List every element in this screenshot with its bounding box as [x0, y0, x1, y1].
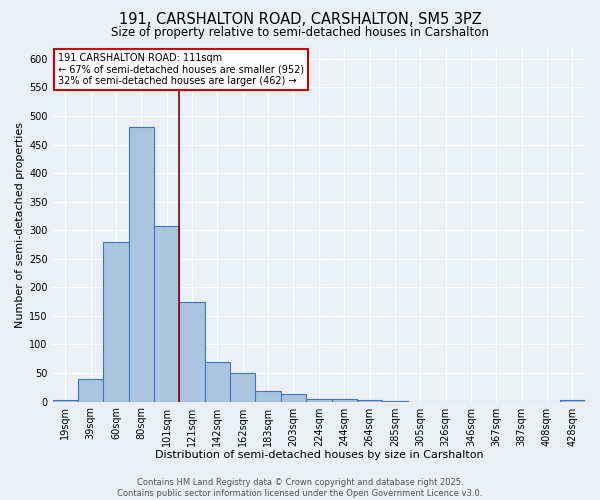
- Bar: [281, 394, 306, 402]
- Y-axis label: Number of semi-detached properties: Number of semi-detached properties: [15, 122, 25, 328]
- X-axis label: Distribution of semi-detached houses by size in Carshalton: Distribution of semi-detached houses by …: [155, 450, 483, 460]
- Bar: [129, 128, 154, 402]
- Bar: [205, 362, 230, 402]
- Bar: [382, 401, 407, 402]
- Bar: [306, 398, 332, 402]
- Bar: [230, 373, 256, 402]
- Bar: [357, 400, 382, 402]
- Bar: [103, 242, 129, 402]
- Bar: [332, 398, 357, 402]
- Text: 191 CARSHALTON ROAD: 111sqm
← 67% of semi-detached houses are smaller (952)
32% : 191 CARSHALTON ROAD: 111sqm ← 67% of sem…: [58, 53, 304, 86]
- Text: Contains HM Land Registry data © Crown copyright and database right 2025.
Contai: Contains HM Land Registry data © Crown c…: [118, 478, 482, 498]
- Bar: [53, 400, 78, 402]
- Text: Size of property relative to semi-detached houses in Carshalton: Size of property relative to semi-detach…: [111, 26, 489, 39]
- Bar: [78, 379, 103, 402]
- Bar: [256, 392, 281, 402]
- Bar: [560, 400, 585, 402]
- Bar: [154, 226, 179, 402]
- Text: 191, CARSHALTON ROAD, CARSHALTON, SM5 3PZ: 191, CARSHALTON ROAD, CARSHALTON, SM5 3P…: [119, 12, 481, 28]
- Bar: [179, 302, 205, 402]
